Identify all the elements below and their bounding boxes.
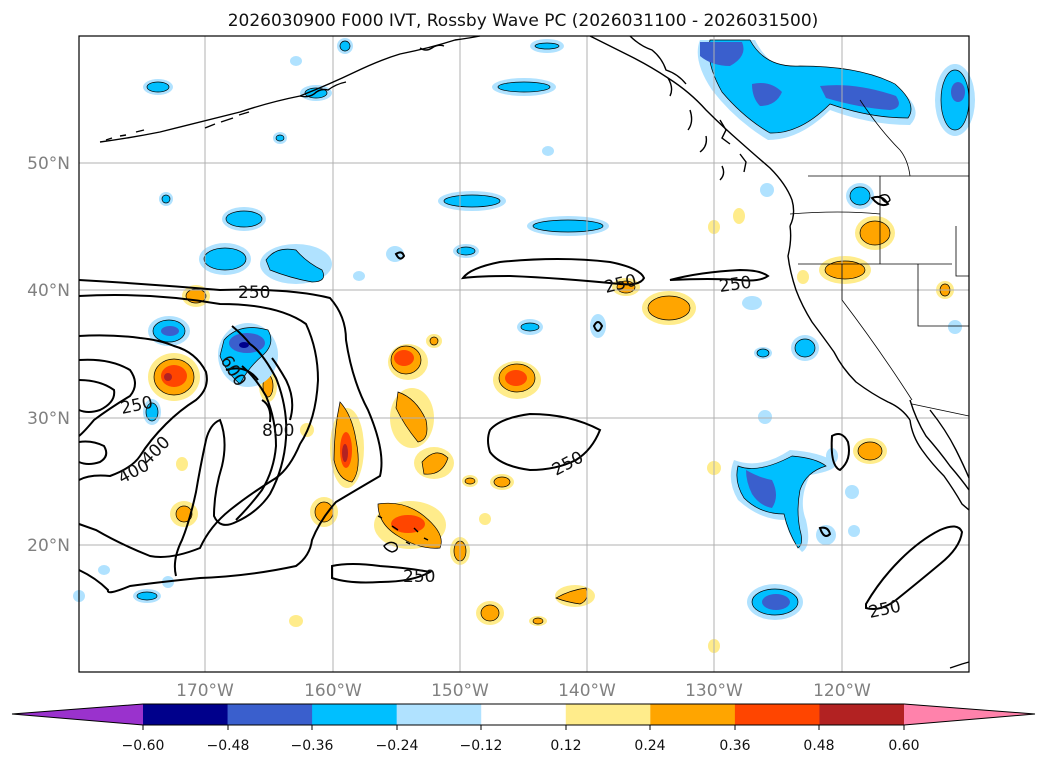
colorbar-tick-label: −0.12 [460, 738, 503, 754]
colorbar-cell [819, 704, 905, 725]
latitude-labels: 50°N 40°N 30°N 20°N [27, 154, 70, 556]
positive-anomaly-shading [148, 208, 954, 653]
lat-label: 20°N [27, 536, 70, 556]
lon-label: 150°W [431, 681, 489, 701]
lat-label: 30°N [27, 409, 70, 429]
contour-label: 800 [262, 421, 294, 441]
colorbar-cell [565, 704, 651, 725]
lon-label: 120°W [813, 681, 871, 701]
colorbar-tick-label: −0.36 [291, 738, 334, 754]
colorbar-ticks [142, 725, 905, 730]
colorbar-tick-label: 0.36 [719, 738, 750, 754]
colorbar-cell [734, 704, 820, 725]
coastlines [99, 35, 970, 669]
political-borders [789, 99, 970, 417]
longitude-labels: 170°W 160°W 150°W 140°W 130°W 120°W [176, 681, 871, 701]
colorbar: −0.60 −0.48 −0.36 −0.24 −0.12 0.12 0.24 … [11, 703, 1036, 754]
colorbar-tick-label: −0.48 [207, 738, 250, 754]
contour-label: 250 [238, 283, 270, 303]
colorbar-extend-right [904, 704, 1035, 725]
lat-label: 50°N [27, 154, 70, 174]
map-title: 2026030900 F000 IVT, Rossby Wave PC (202… [228, 11, 819, 31]
colorbar-tick-label: −0.24 [376, 738, 419, 754]
lon-label: 130°W [685, 681, 743, 701]
contour-label: 250 [718, 273, 753, 297]
gridlines [79, 36, 969, 672]
lon-label: 160°W [304, 681, 362, 701]
lat-label: 40°N [27, 281, 70, 301]
colorbar-cell [481, 704, 567, 725]
colorbar-extend-left [12, 704, 143, 725]
lon-label: 140°W [558, 681, 616, 701]
colorbar-cell [312, 704, 398, 725]
contour-label: 250 [403, 567, 435, 587]
negative-anomaly-shading [73, 38, 975, 620]
colorbar-tick-label: 0.48 [803, 738, 834, 754]
ivt-contours [78, 195, 964, 610]
map-panel: 250 250 250 250 250 250 250 600 800 400 … [73, 35, 975, 673]
lon-label: 170°W [176, 681, 234, 701]
colorbar-cell [396, 704, 482, 725]
colorbar-tick-label: 0.24 [634, 738, 665, 754]
colorbar-tick-labels: −0.60 −0.48 −0.36 −0.24 −0.12 0.12 0.24 … [122, 738, 920, 754]
colorbar-tick-label: 0.12 [550, 738, 581, 754]
colorbar-cell [143, 704, 229, 725]
colorbar-cell [227, 704, 313, 725]
colorbar-tick-label: −0.60 [122, 738, 165, 754]
colorbar-tick-label: 0.60 [888, 738, 919, 754]
colorbar-cell [650, 704, 736, 725]
